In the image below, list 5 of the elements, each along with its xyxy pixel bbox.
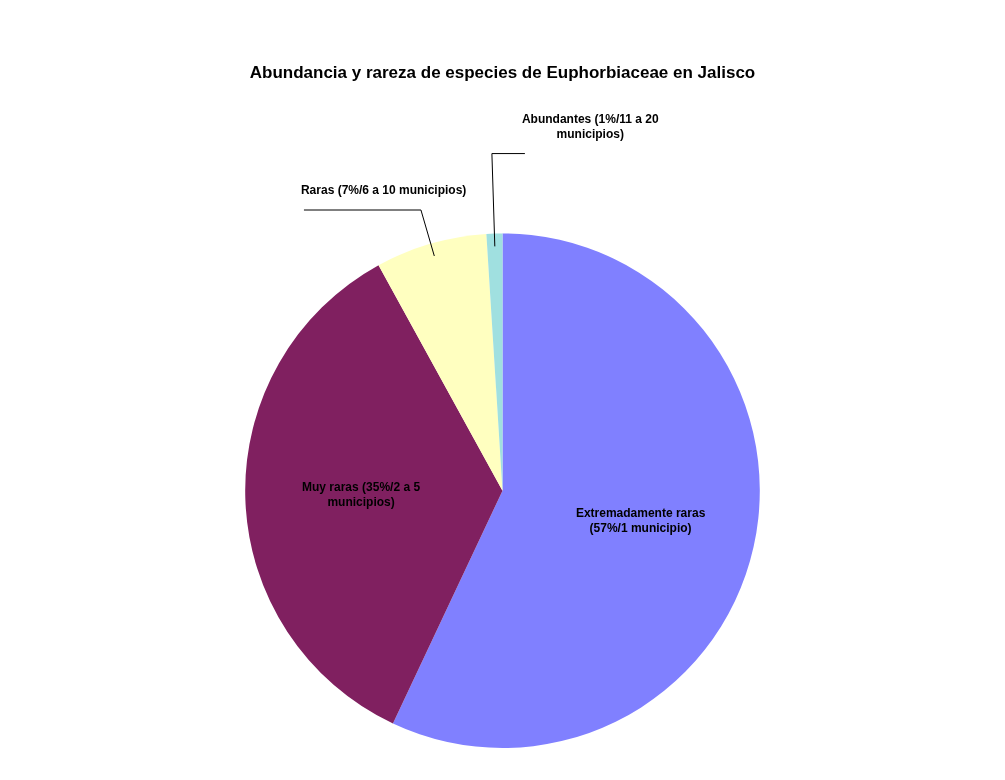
slice-label: Abundantes (1%/11 a 20 municipios) (521, 111, 659, 141)
chart-title: Abundancia y rareza de especies de Euphorbiaceae en Jalisco (249, 62, 756, 82)
slice-label: Muy raras (35%/2 a 5 municipios) (302, 479, 421, 509)
slice-label: Raras (7%/6 a 10 municipios) (300, 183, 467, 198)
slice-label: Extremadamente raras (57%/1 municipio) (575, 506, 706, 536)
